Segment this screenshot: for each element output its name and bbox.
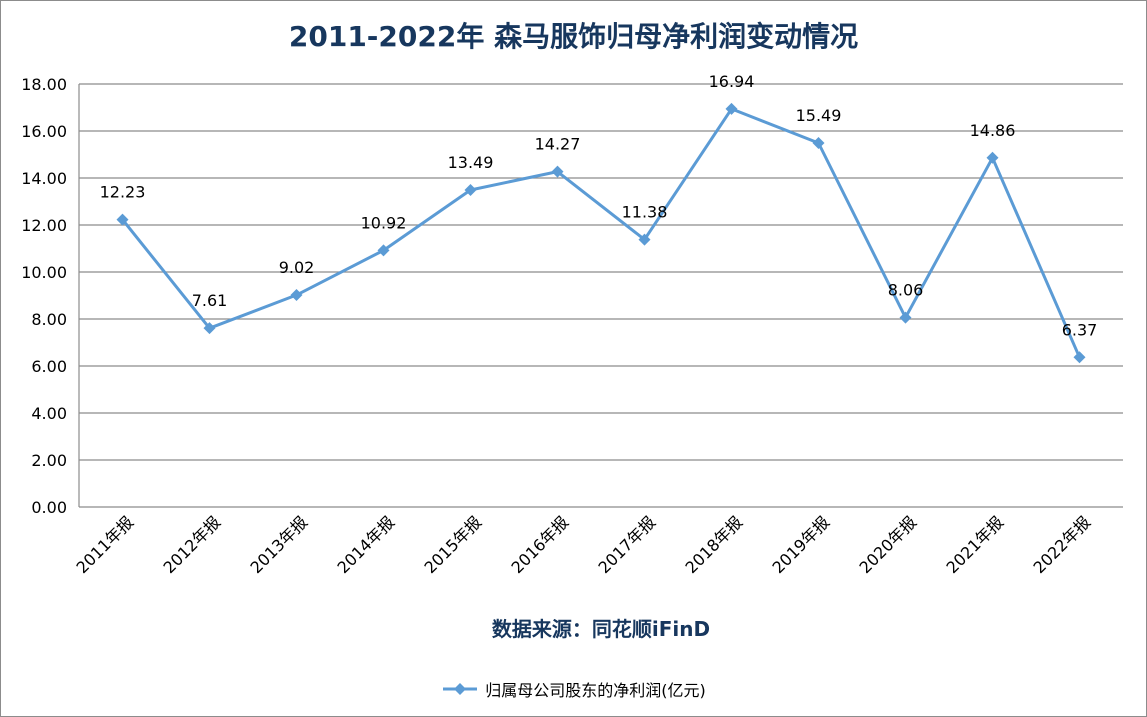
x-tick-label: 2021年报 bbox=[942, 512, 1007, 577]
data-point-marker bbox=[638, 233, 651, 246]
data-label: 16.94 bbox=[709, 72, 755, 91]
data-label: 12.23 bbox=[100, 183, 146, 202]
data-point-marker bbox=[1073, 351, 1086, 364]
y-tick-label: 2.00 bbox=[31, 451, 67, 470]
data-label: 11.38 bbox=[622, 203, 668, 222]
y-axis-ticks: 0.00 2.00 4.00 6.00 8.00 10.00 12.00 14.00 16.00… bbox=[21, 75, 67, 517]
x-tick-label: 2012年报 bbox=[159, 512, 224, 577]
y-tick-label: 6.00 bbox=[31, 357, 67, 376]
data-label: 13.49 bbox=[448, 153, 494, 172]
data-point-marker bbox=[551, 165, 564, 178]
legend: 归属母公司股东的净利润(亿元) bbox=[1, 677, 1146, 701]
data-label: 14.86 bbox=[970, 121, 1016, 140]
x-tick-label: 2019年报 bbox=[768, 512, 833, 577]
y-tick-label: 0.00 bbox=[31, 498, 67, 517]
legend-label: 归属母公司股东的净利润(亿元) bbox=[485, 681, 706, 700]
legend-marker bbox=[443, 683, 478, 695]
data-point-marker bbox=[725, 102, 738, 115]
series-line bbox=[116, 102, 1086, 364]
x-tick-label: 2020年报 bbox=[855, 512, 920, 577]
chart-title: 2011-2022年 森马服饰归母净利润变动情况 bbox=[288, 20, 859, 53]
x-tick-label: 2013年报 bbox=[246, 512, 311, 577]
data-point-marker bbox=[203, 322, 216, 335]
data-point-marker bbox=[464, 183, 477, 196]
y-tick-label: 4.00 bbox=[31, 404, 67, 423]
data-point-marker bbox=[116, 213, 129, 226]
x-tick-label: 2018年报 bbox=[681, 512, 746, 577]
data-point-marker bbox=[899, 311, 912, 324]
y-tick-label: 14.00 bbox=[21, 169, 67, 188]
x-tick-label: 2014年报 bbox=[333, 512, 398, 577]
y-tick-label: 18.00 bbox=[21, 75, 67, 94]
x-axis-ticks: 2011年报 2012年报 2013年报 2014年报 2015年报 2016年报 2017… bbox=[72, 512, 1094, 577]
data-point-marker bbox=[986, 151, 999, 164]
data-label: 7.61 bbox=[192, 291, 228, 310]
data-label: 14.27 bbox=[535, 135, 581, 154]
x-tick-label: 2011年报 bbox=[72, 512, 137, 577]
y-tick-label: 8.00 bbox=[31, 310, 67, 329]
gridlines bbox=[78, 83, 1123, 508]
y-tick-label: 10.00 bbox=[21, 263, 67, 282]
y-tick-label: 16.00 bbox=[21, 122, 67, 141]
data-label: 15.49 bbox=[796, 106, 842, 125]
series-polyline bbox=[121, 107, 1081, 358]
x-tick-label: 2017年报 bbox=[594, 512, 659, 577]
data-labels: 12.23 7.61 9.02 10.92 13.49 14.27 11.38 16.94 15… bbox=[100, 72, 1098, 339]
data-label: 8.06 bbox=[888, 281, 924, 300]
data-point-marker bbox=[290, 289, 303, 302]
x-tick-label: 2016年报 bbox=[507, 512, 572, 577]
data-point-marker bbox=[377, 244, 390, 257]
data-label: 10.92 bbox=[361, 213, 407, 232]
data-point-marker bbox=[812, 136, 825, 149]
data-label: 9.02 bbox=[279, 258, 315, 277]
y-tick-label: 12.00 bbox=[21, 216, 67, 235]
data-source-note: 数据来源：同花顺iFinD bbox=[491, 617, 711, 641]
data-label: 6.37 bbox=[1062, 320, 1098, 339]
x-tick-label: 2015年报 bbox=[420, 512, 485, 577]
x-tick-label: 2022年报 bbox=[1029, 512, 1094, 577]
